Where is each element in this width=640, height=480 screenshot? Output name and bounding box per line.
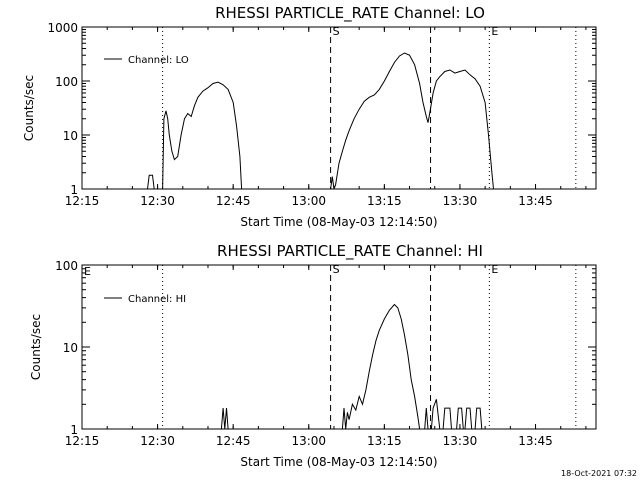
y-tick-label: 100 — [55, 259, 78, 273]
x-tick-label: 13:15 — [367, 434, 402, 448]
event-label: E — [491, 263, 498, 276]
event-label: S — [333, 25, 340, 38]
plot-frame-hi — [81, 264, 597, 430]
x-tick-label: 13:15 — [367, 194, 402, 208]
series-line — [330, 52, 494, 190]
legend-hi: Channel: HI — [104, 294, 186, 305]
series-line — [424, 399, 441, 430]
x-tick-label: 12:15 — [65, 434, 100, 448]
x-tick-label: 12:30 — [140, 434, 175, 448]
series-line — [341, 303, 421, 430]
chart-title-lo: RHESSI PARTICLE_RATE Channel: LO — [215, 4, 485, 23]
x-axis-hi: 12:15 12:30 12:45 13:00 13:15 13:30 13:45 — [65, 265, 587, 448]
y-tick-label: 10 — [63, 129, 78, 143]
event-label: E — [491, 25, 498, 38]
legend-label-lo: Channel: LO — [128, 55, 189, 66]
x-tick-label: 12:30 — [140, 194, 175, 208]
y-axis-hi: 1 10 100 — [55, 259, 596, 437]
left-edge-marker-hi: E — [84, 265, 91, 278]
y-tick-label: 1 — [70, 183, 78, 197]
series-line — [162, 81, 243, 190]
y-axis-label-lo: Counts/sec — [22, 75, 36, 141]
series-lo — [147, 52, 494, 190]
y-tick-label: 100 — [55, 75, 78, 89]
x-tick-label: 13:00 — [291, 194, 326, 208]
x-tick-label: 12:45 — [216, 194, 251, 208]
legend-label-hi: Channel: HI — [128, 294, 186, 305]
y-axis-lo: 1 10 100 1000 — [47, 21, 596, 197]
chart-title-hi: RHESSI PARTICLE_RATE Channel: HI — [217, 242, 483, 261]
series-line — [442, 407, 452, 430]
x-tick-label: 13:45 — [518, 194, 553, 208]
x-tick-label: 13:30 — [443, 434, 478, 448]
y-tick-label: 10 — [63, 341, 78, 355]
x-axis-lo: 12:15 12:30 12:45 13:00 13:15 13:30 13:45 — [65, 27, 587, 208]
x-tick-label: 13:45 — [518, 434, 553, 448]
event-label: S — [333, 263, 340, 276]
series-line — [474, 407, 483, 430]
x-tick-label: 12:45 — [216, 434, 251, 448]
series-line — [220, 408, 229, 430]
x-tick-label: 13:00 — [291, 434, 326, 448]
plot-frame-lo — [81, 26, 597, 190]
x-tick-label: 13:30 — [443, 194, 478, 208]
series-hi — [220, 303, 483, 430]
timestamp-label: 18-Oct-2021 07:32 — [561, 469, 637, 478]
x-tick-label: 12:15 — [65, 194, 100, 208]
series-line — [464, 407, 473, 430]
y-tick-label: 1 — [70, 423, 78, 437]
y-tick-label: 1000 — [47, 21, 78, 35]
x-axis-label-lo: Start Time (08-May-03 12:14:50) — [240, 215, 437, 229]
legend-lo: Channel: LO — [104, 55, 189, 66]
series-line — [147, 174, 155, 190]
y-axis-label-hi: Counts/sec — [29, 314, 43, 380]
x-axis-label-hi: Start Time (08-May-03 12:14:50) — [240, 455, 437, 469]
series-line — [456, 407, 464, 430]
